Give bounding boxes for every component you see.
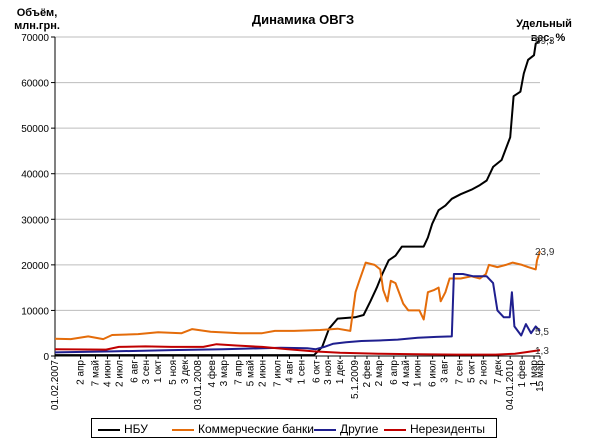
x-tick-label: 1 сен [296,360,307,384]
x-tick-label: 1 окт [153,360,164,383]
y-tick-label: 50000 [21,124,49,135]
legend-swatch-nonresidents [384,428,406,431]
x-tick-label: 3 дек [180,359,191,384]
x-tick-label: 7 май [90,360,101,386]
gridlines [55,36,540,311]
x-tick-label: 1 дек [335,359,346,384]
legend-swatch-nbu [98,428,120,431]
x-tick-label: 4 авг [284,360,295,383]
series-line-nbu [55,39,541,357]
x-tick-label: 01.02.2007 [50,360,61,410]
series-line-nonresidents [54,343,541,356]
x-tick-label: 2 ноя [478,360,489,385]
legend-label-commercial-banks: Коммерческие банки [198,422,314,436]
x-tick-label: 2 мар [374,360,385,387]
y-axis-label-line-2: млн.грн. [14,20,60,32]
x-tick-label: 4 май [401,360,412,386]
end-label-nonresidents: 1,3 [535,346,549,357]
end-labels: 69,3 23,9 5,5 1,3 [535,36,555,357]
y-tick-label: 10000 [21,306,49,317]
x-tick-label: 1 мар [529,360,540,387]
y-tick-label: 40000 [21,170,49,181]
x-tick-label: 6 июл [428,360,439,387]
x-tick-label: 6 авг [129,360,140,383]
x-tick-label: 1 июн [413,360,424,387]
x-tick-label: 5.1.2009 [350,360,361,399]
series-lines [54,39,541,357]
x-tick-label: 2 фев [361,360,373,387]
x-tick-label: 3 ноя [323,360,334,385]
y-axis-label-line-1: Объём, [17,7,58,19]
x-tick-label: 6 окт [311,360,322,383]
x-tick-label: 4 фев [206,360,218,387]
y-tick-label: 20000 [21,261,49,272]
legend: НБУ Коммерческие банки Другие Нерезидент… [91,418,497,438]
x-tick-label: 5 май [246,360,257,386]
x-tick-label: 3 сен [141,360,152,384]
legend-swatch-commercial-banks [172,428,194,431]
legend-item-nbu: НБУ [98,421,148,437]
right-axis-label-line-1: Удельный [516,18,572,30]
end-label-other: 5,5 [535,327,549,338]
y-tick-label: 30000 [21,215,49,226]
x-tick-label: 1 фев [516,360,528,387]
x-tick-label: 7 дек [493,359,504,384]
series-line-commercial-banks [54,250,541,341]
x-tick-label: 03.01.2008 [193,360,204,410]
x-tick-label: 04.01.2010 [505,360,516,410]
x-tick-label: 3 авг [440,360,451,383]
legend-label-nbu: НБУ [124,422,148,436]
y-tick-label: 70000 [21,33,49,44]
x-tick-label: 7 сен [454,360,465,384]
series-line-other [54,273,541,354]
x-tick-label: 2 июн [258,360,269,387]
y-tick-label: 60000 [21,79,49,90]
legend-item-commercial-banks: Коммерческие банки [172,421,314,437]
x-tick-label: 15 мар [535,360,546,392]
x-tick-label: 2 июл [114,360,125,387]
legend-item-nonresidents: Нерезиденты [384,421,485,437]
end-label-nbu: 69,3 [535,36,555,47]
axes: 0 10000 20000 30000 40000 50000 60000 70000 01.0… [21,33,546,410]
legend-label-nonresidents: Нерезиденты [410,422,486,436]
chart-title: Динамика ОВГЗ [252,12,354,27]
y-tick-label: 0 [43,352,49,363]
x-tick-label: 5 ноя [168,360,179,385]
legend-item-other: Другие [314,421,378,437]
x-tick-label: 4 июн [102,360,113,387]
x-tick-label: 3 мар [219,360,230,387]
x-tick-label: 2 апр [76,360,87,385]
legend-swatch-other [314,428,336,431]
x-tick-label: 6 апр [389,360,400,385]
x-tick-label: 7 апр [234,360,245,385]
x-tick-label: 5 окт [466,360,477,383]
end-label-commercial-banks: 23,9 [535,247,555,258]
legend-label-other: Другие [340,422,379,436]
x-tick-label: 7 июл [272,360,283,387]
